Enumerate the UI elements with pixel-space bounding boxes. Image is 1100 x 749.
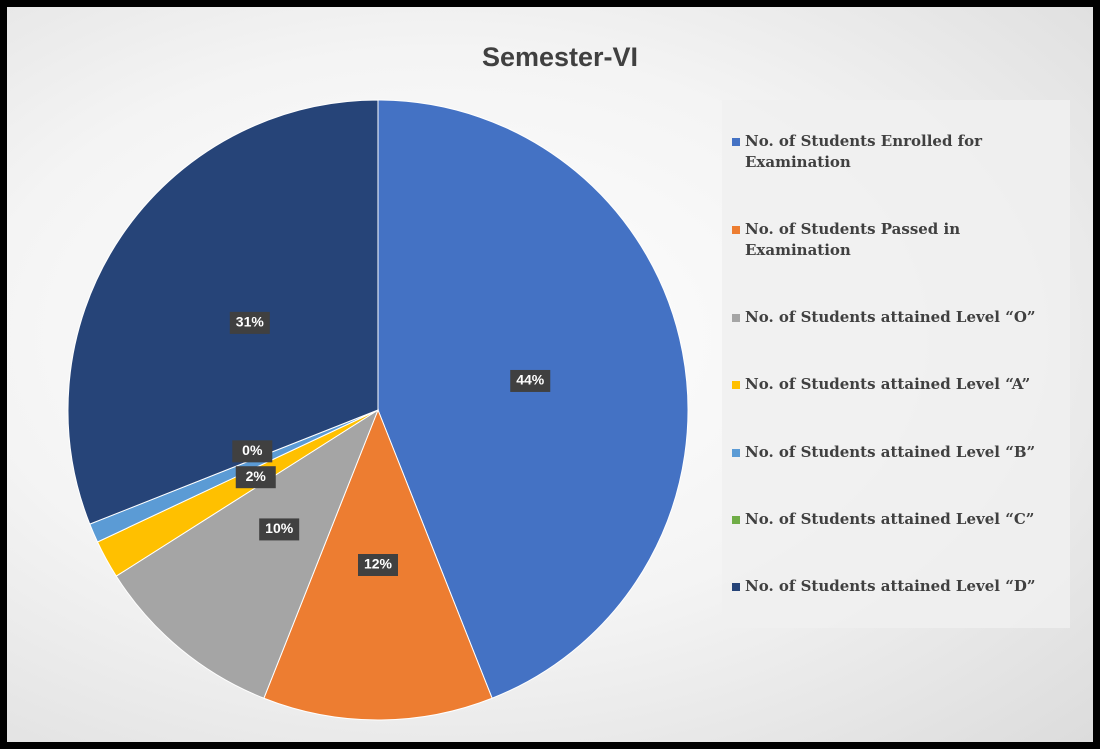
data-label-text: 10% [265, 520, 294, 536]
data-label-text: 12% [364, 556, 393, 572]
legend-item: No. of Students attained Level “D” [722, 576, 1070, 597]
legend-label: No. of Students attained Level “B” [745, 442, 1036, 461]
legend-label: No. of Students attained Level “D” [745, 576, 1036, 595]
pie-slice [115, 408, 380, 699]
legend-item: No. of Students Passed in Examination [722, 219, 1070, 261]
data-label-box [510, 369, 551, 392]
legend-item: No. of Students attained Level “O” [722, 307, 1070, 328]
data-label-text: 2% [246, 468, 267, 484]
legend-item: No. of Students attained Level “A” [722, 374, 1070, 395]
legend-item: No. of Students attained Level “C” [722, 509, 1070, 530]
legend-label: No. of Students attained Level “A” [745, 375, 1031, 394]
legend-label: No. of Students attained Level “O” [745, 308, 1036, 327]
legend-swatch [732, 515, 740, 524]
data-label-box [358, 554, 398, 576]
pie-slice [67, 99, 379, 525]
chart-title: Semester-VI [482, 42, 638, 72]
legend: No. of Students Enrolled for Examination… [722, 100, 1070, 628]
legend-swatch [732, 138, 740, 147]
data-label: 12% [358, 554, 398, 576]
pie-slice [377, 99, 689, 699]
data-label-text: 31% [236, 314, 265, 330]
legend-label: No. of Students Enrolled for Examination [745, 132, 983, 172]
data-label: 31% [229, 311, 270, 334]
legend-swatch [732, 314, 740, 323]
legend-swatch [732, 448, 740, 457]
legend-swatch [732, 582, 740, 591]
data-label: 44% [510, 369, 551, 392]
legend-item: No. of Students Enrolled for Examination [722, 131, 1070, 173]
legend-label: No. of Students Passed in Examination [745, 220, 961, 260]
legend-swatch [732, 226, 740, 235]
pie-area: Semester-VI 44% 12% 10% 2% 0% 31% [67, 42, 689, 721]
legend-item: No. of Students attained Level “B” [722, 442, 1070, 463]
data-label-box [229, 311, 270, 334]
data-label: 0% [232, 440, 273, 463]
data-label: 2% [235, 466, 276, 489]
data-label-box [259, 518, 300, 541]
legend-label: No. of Students attained Level “C” [745, 509, 1035, 528]
data-label-text: 44% [516, 372, 545, 388]
data-label-box [232, 440, 273, 463]
data-label-box [235, 466, 276, 489]
data-label: 10% [259, 518, 300, 541]
legend-swatch [732, 381, 740, 390]
data-label-text: 0% [242, 442, 263, 458]
